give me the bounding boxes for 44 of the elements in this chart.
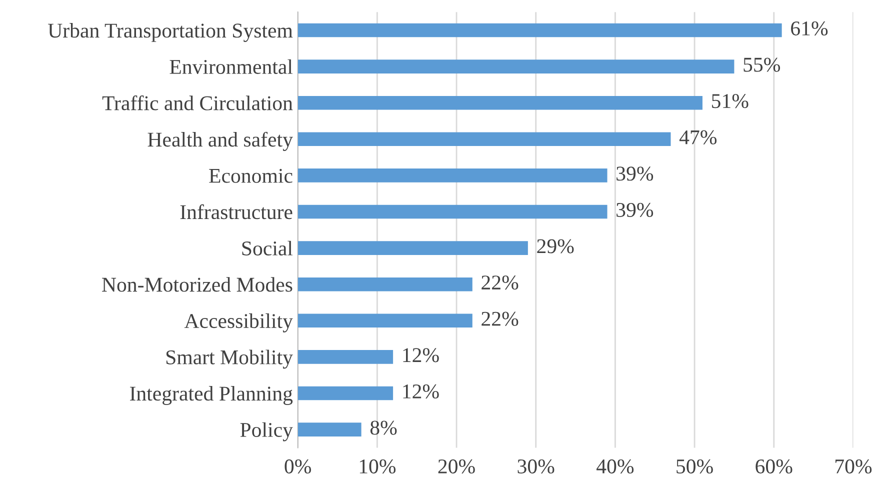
x-tick-label: 30% bbox=[518, 459, 554, 474]
y-tick-label: Environmental bbox=[170, 59, 293, 74]
y-tick-label: Policy bbox=[240, 422, 293, 442]
y-tick-label: Smart Mobility bbox=[166, 350, 293, 369]
bar bbox=[298, 168, 608, 182]
x-tick-label: 0% bbox=[284, 459, 312, 474]
data-label: 12% bbox=[403, 384, 439, 399]
x-tick-label: 20% bbox=[438, 459, 475, 474]
y-tick-label: Non-Motorized Modes bbox=[102, 277, 292, 292]
data-label: 29% bbox=[537, 239, 574, 254]
x-tick-label: 50% bbox=[676, 459, 713, 474]
x-tick-label: 70% bbox=[836, 459, 872, 474]
y-tick-label: Integrated Planning bbox=[130, 386, 293, 405]
y-tick-label: Infrastructure bbox=[180, 204, 292, 220]
data-label: 47% bbox=[679, 130, 717, 144]
x-tick-label: 40% bbox=[596, 459, 634, 474]
bar bbox=[298, 277, 472, 292]
x-tick-label: 60% bbox=[756, 459, 792, 474]
data-label: 12% bbox=[403, 348, 439, 362]
bar bbox=[298, 204, 608, 219]
data-label: 39% bbox=[616, 202, 654, 218]
y-tick-label: Traffic and Circulation bbox=[102, 95, 293, 110]
y-tick-label: Economic bbox=[209, 168, 292, 183]
bar bbox=[298, 386, 394, 400]
data-label: 61% bbox=[791, 21, 828, 36]
y-tick-label: Health and safety bbox=[148, 132, 293, 151]
bar bbox=[298, 350, 394, 364]
bar bbox=[298, 23, 782, 38]
data-label: 22% bbox=[482, 276, 518, 290]
data-label: 39% bbox=[616, 166, 654, 181]
bar bbox=[298, 314, 472, 328]
data-label: 51% bbox=[712, 94, 748, 108]
data-label: 22% bbox=[482, 312, 518, 326]
bar bbox=[298, 60, 734, 74]
bar bbox=[298, 96, 702, 110]
x-tick-label: 10% bbox=[360, 459, 396, 474]
y-tick-label: Social bbox=[242, 240, 293, 256]
data-label: 8% bbox=[370, 420, 397, 435]
bar bbox=[298, 241, 528, 255]
y-tick-label: Accessibility bbox=[184, 313, 293, 332]
bar bbox=[298, 132, 671, 146]
y-tick-label: Urban Transportation System bbox=[48, 23, 293, 42]
data-label: 55% bbox=[744, 58, 780, 72]
bar bbox=[298, 422, 362, 436]
